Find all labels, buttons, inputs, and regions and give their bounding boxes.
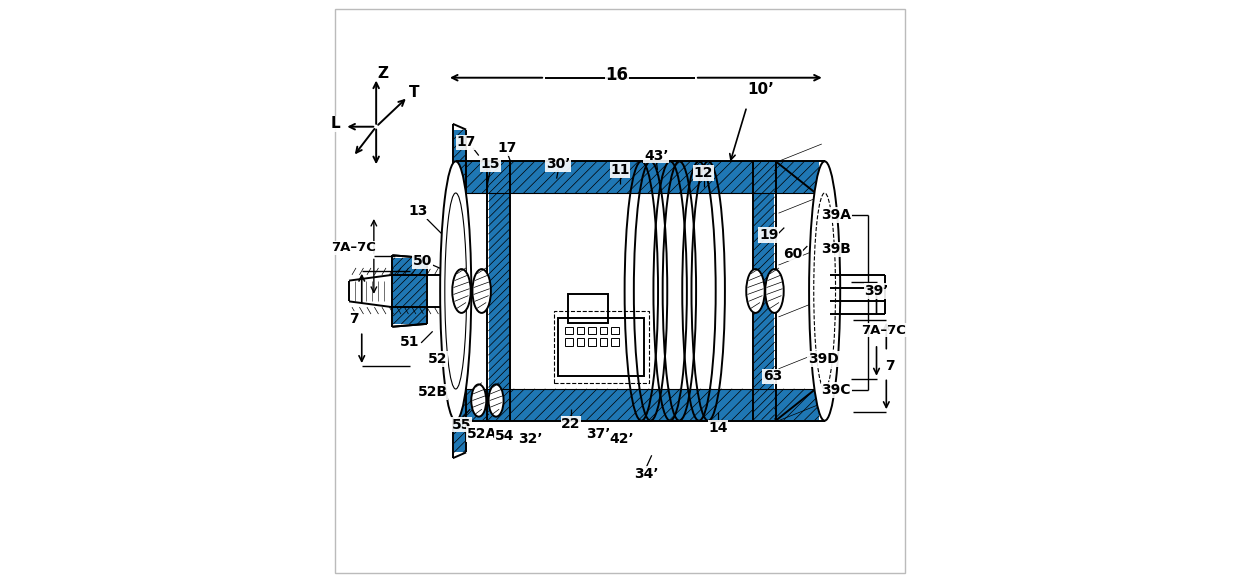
Text: 32’: 32’	[518, 432, 542, 446]
Bar	[393, 258, 425, 324]
Text: 7: 7	[885, 359, 894, 373]
Text: 12: 12	[694, 166, 713, 180]
Ellipse shape	[440, 161, 471, 421]
Text: 43’: 43’	[644, 148, 668, 162]
Ellipse shape	[746, 269, 765, 313]
Text: 34’: 34’	[634, 467, 658, 481]
Text: 39’: 39’	[864, 284, 889, 298]
Text: 13: 13	[408, 204, 428, 218]
Ellipse shape	[453, 269, 471, 313]
Bar	[600, 338, 608, 346]
Text: 54: 54	[495, 430, 515, 443]
Bar	[565, 327, 573, 334]
Text: 16: 16	[605, 66, 629, 84]
Bar	[611, 327, 619, 334]
Bar	[461, 161, 818, 193]
Text: 37’: 37’	[587, 427, 611, 441]
Text: T: T	[408, 84, 419, 100]
Ellipse shape	[471, 384, 486, 417]
Bar	[565, 338, 573, 346]
Text: 52: 52	[428, 352, 446, 366]
Text: 52B: 52B	[418, 385, 448, 399]
Bar	[577, 327, 584, 334]
Ellipse shape	[445, 193, 466, 389]
Bar	[454, 130, 465, 452]
Bar	[568, 294, 609, 322]
Text: 19: 19	[759, 228, 779, 242]
Bar	[754, 162, 775, 420]
Text: 42’: 42’	[609, 432, 634, 446]
Bar	[588, 327, 595, 334]
Bar	[489, 162, 510, 420]
Ellipse shape	[765, 269, 784, 313]
Text: 10’: 10’	[748, 81, 775, 97]
Text: 11: 11	[610, 163, 630, 177]
Text: 39B: 39B	[821, 243, 851, 257]
Text: 7: 7	[348, 312, 358, 326]
Text: 7A–7C: 7A–7C	[862, 324, 906, 337]
Ellipse shape	[808, 161, 841, 421]
Text: 60: 60	[784, 247, 802, 261]
Bar	[554, 311, 649, 383]
Bar	[558, 318, 645, 377]
Text: 7A–7C: 7A–7C	[331, 242, 376, 254]
Text: 17: 17	[498, 141, 517, 155]
Text: 51: 51	[399, 335, 419, 349]
Text: 30’: 30’	[546, 157, 570, 171]
Text: 39D: 39D	[808, 352, 838, 366]
Text: Z: Z	[378, 66, 388, 81]
Text: 63: 63	[763, 370, 782, 384]
Text: 50: 50	[413, 254, 433, 268]
Text: 15: 15	[481, 157, 500, 171]
Text: 39A: 39A	[821, 208, 851, 222]
Bar	[577, 338, 584, 346]
Text: 22: 22	[562, 417, 580, 431]
Bar	[461, 389, 818, 421]
Ellipse shape	[813, 193, 836, 389]
Text: L: L	[331, 116, 341, 132]
Text: 17: 17	[456, 135, 476, 149]
Bar	[588, 338, 595, 346]
Bar	[611, 338, 619, 346]
Text: 39C: 39C	[821, 383, 851, 397]
Text: 14: 14	[708, 421, 728, 435]
Text: 55: 55	[451, 418, 471, 432]
Ellipse shape	[489, 384, 503, 417]
Bar	[600, 327, 608, 334]
Ellipse shape	[472, 269, 491, 313]
Text: 52A: 52A	[466, 427, 497, 441]
